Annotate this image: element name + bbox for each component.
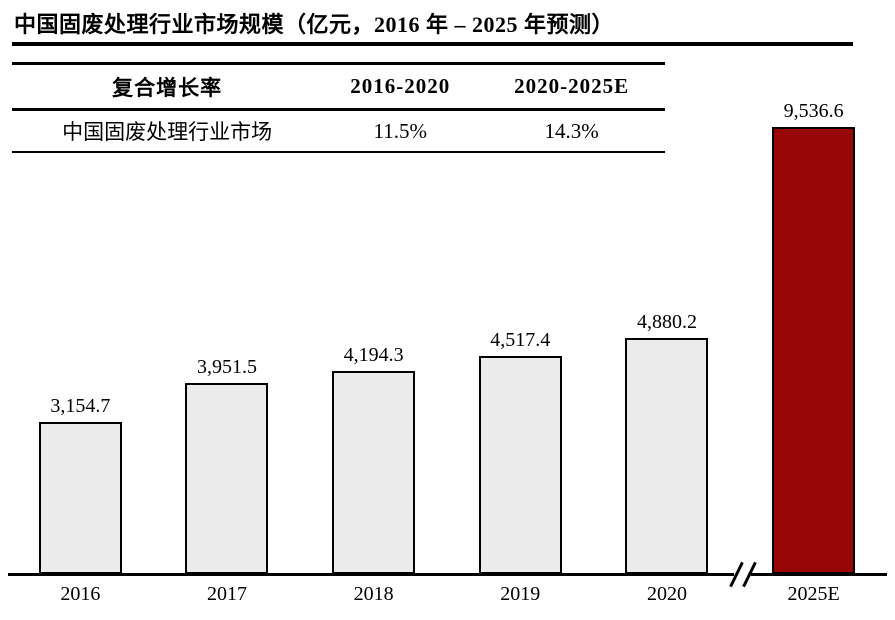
table-header-metric: 复合增长率 — [112, 75, 223, 100]
title-underline — [12, 42, 853, 46]
x-tick-2016: 2016 — [60, 583, 101, 605]
bar-group-2017: 3,951.5 — [154, 100, 301, 574]
x-tick-2017: 2017 — [206, 583, 247, 605]
cagr-table: 复合增长率 2016-2020 2020-2025E 中国固废处理行业市场 11… — [12, 62, 665, 153]
table-header-row: 复合增长率 2016-2020 2020-2025E — [12, 63, 665, 110]
bar-group-2019: 4,517.4 — [447, 100, 594, 574]
bar-value-label-2019: 4,517.4 — [490, 329, 551, 351]
x-tick-2025E: 2025E — [787, 583, 840, 605]
bar-2019 — [478, 356, 562, 574]
table-header-2020-2025e: 2020-2025E — [514, 74, 630, 98]
bar-value-label-2017: 3,951.5 — [196, 356, 257, 378]
table-header-2016-2020: 2016-2020 — [350, 74, 451, 98]
bar-2018 — [332, 371, 416, 574]
bar-group-2016: 3,154.7 — [7, 100, 154, 574]
x-tick-2018: 2018 — [353, 583, 394, 605]
bar-2016 — [38, 422, 122, 574]
bar-2020 — [625, 338, 709, 574]
bar-group-2018: 4,194.3 — [300, 100, 447, 574]
bar-2017 — [185, 383, 269, 574]
table-cell-cagr-2020-2025e: 14.3% — [544, 118, 599, 143]
bar-value-label-2016: 3,154.7 — [50, 395, 111, 417]
table-row: 中国固废处理行业市场 11.5% 14.3% — [12, 110, 665, 152]
bar-value-label-2018: 4,194.3 — [343, 344, 404, 366]
cagr-table-body: 中国固废处理行业市场 11.5% 14.3% — [12, 110, 665, 152]
x-tick-2019: 2019 — [500, 583, 541, 605]
bar-group-2020: 4,880.2 — [594, 100, 741, 574]
bar-2025E — [772, 127, 856, 574]
x-axis-tick-labels: 2016 2017 2018 2019 2020 2025E — [7, 583, 887, 606]
bar-group-2025E: 9,536.6 — [740, 100, 887, 574]
table-cell-market-name: 中国固废处理行业市场 — [62, 120, 273, 144]
axis-break-gap — [734, 573, 751, 576]
page-title: 中国固废处理行业市场规模（亿元，2016 年 – 2025 年预测） — [14, 12, 615, 37]
bar-value-label-2025E: 9,536.6 — [783, 100, 844, 122]
x-tick-2020: 2020 — [646, 583, 687, 605]
x-axis-line — [8, 573, 887, 576]
bar-value-label-2020: 4,880.2 — [636, 311, 697, 333]
plot-area: 3,154.7 3,951.5 4,194.3 4,517.4 4,880.2 9,536… — [7, 100, 887, 574]
cagr-table-header: 复合增长率 2016-2020 2020-2025E — [12, 63, 665, 110]
table-cell-cagr-2016-2020: 11.5% — [373, 118, 427, 143]
